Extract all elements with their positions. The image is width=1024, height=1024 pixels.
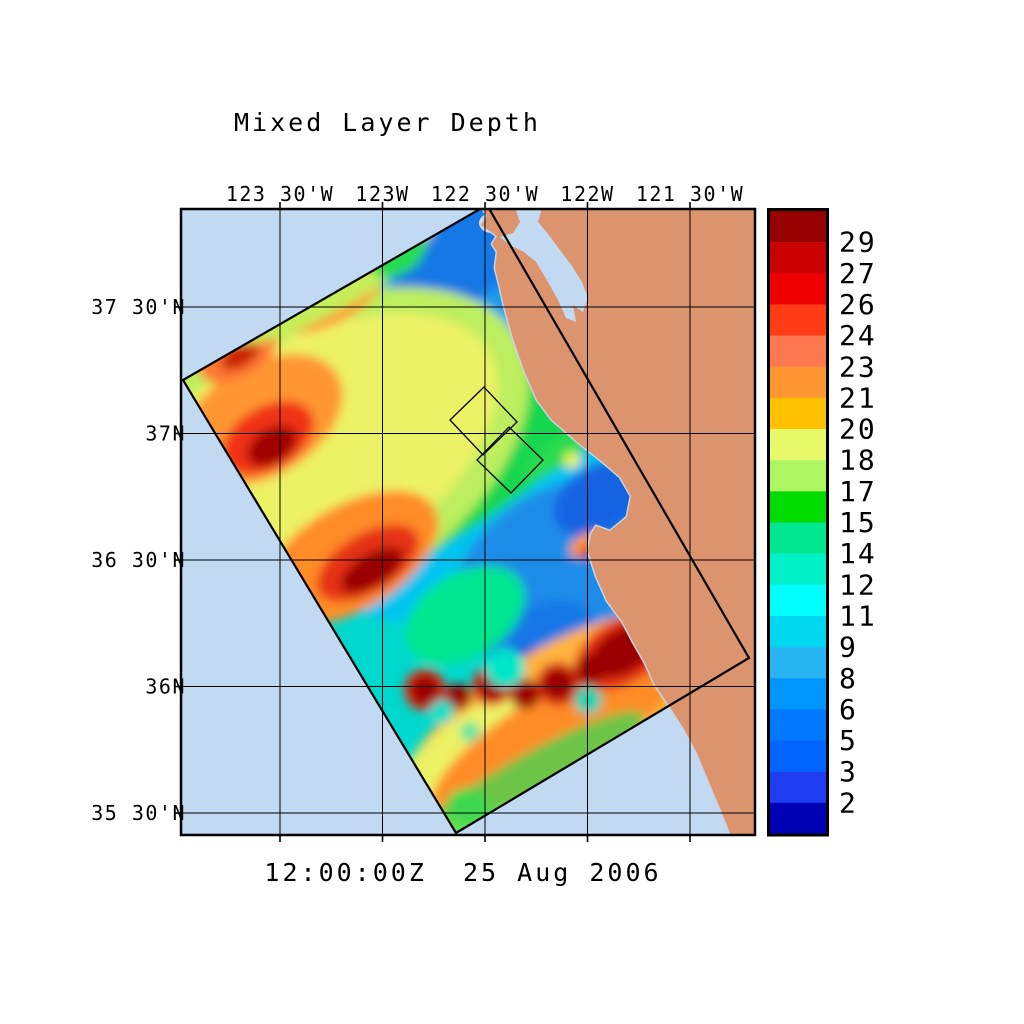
colorbar-tick-label: 27 — [839, 257, 877, 290]
diamond-box-2 — [476, 426, 544, 494]
colorbar-tick-label: 3 — [839, 755, 858, 788]
colorbar-segment — [770, 491, 826, 523]
colorbar-segment — [770, 771, 826, 804]
colorbar-segment — [770, 709, 826, 741]
colorbar-segment — [770, 304, 826, 336]
colorbar-tick-label: 2 — [839, 786, 858, 819]
colorbar-tick-label: 23 — [839, 350, 877, 383]
colorbar-tick-label: 12 — [839, 568, 877, 601]
colorbar-tick-label: 26 — [839, 288, 877, 321]
lon-tick-label: 122 30'W — [431, 182, 539, 206]
timestamp-label: 12:00:00Z 25 Aug 2006 — [264, 858, 661, 887]
map-frame — [179, 207, 757, 837]
lat-tick-label: 37 30'N — [91, 295, 186, 319]
colorbar-segment — [770, 211, 826, 243]
lat-tick-label: 37N — [145, 422, 186, 446]
diamond-box-1 — [449, 386, 518, 456]
land-region — [479, 209, 755, 835]
lon-tick-label: 122W — [560, 182, 614, 206]
colorbar-tick-label: 6 — [839, 693, 858, 726]
axis-ticks — [174, 202, 691, 842]
colorbar-tick-label: 9 — [839, 631, 858, 664]
colorbar-tick-label: 15 — [839, 506, 877, 539]
colorbar: 29 27 26 24 23 21 20 18 17 15 14 12 11 9… — [767, 208, 877, 837]
colorbar-tick-label: 17 — [839, 475, 877, 508]
chart-title: Mixed Layer Depth — [234, 108, 541, 137]
lon-tick-label: 121 30'W — [636, 182, 744, 206]
sf-bay-water — [500, 209, 588, 322]
colorbar-segment — [770, 647, 826, 679]
model-swath-outline — [181, 209, 751, 835]
lat-tick-label: 36N — [145, 675, 186, 699]
colorbar-tick-label: 24 — [839, 319, 877, 352]
colorbar-segment — [770, 584, 826, 617]
colorbar-tick-label: 8 — [839, 662, 858, 695]
lat-tick-label: 35 30'N — [91, 801, 186, 825]
lon-tick-label: 123W — [355, 182, 409, 206]
colorbar-segment — [770, 678, 826, 710]
colorbar-segment — [770, 740, 826, 772]
lon-tick-label: 123 30'W — [226, 182, 334, 206]
colorbar-segment — [770, 429, 826, 461]
colorbar-tick-label: 20 — [839, 413, 877, 446]
colorbar-segment — [770, 242, 826, 274]
colorbar-segment — [770, 397, 826, 430]
colorbar-segment — [770, 553, 826, 586]
colorbar-segment — [770, 522, 826, 554]
graticule — [181, 209, 755, 835]
colorbar-tick-label: 21 — [839, 381, 877, 414]
lat-tick-label: 36 30'N — [91, 548, 186, 572]
colorbar-tick-label: 14 — [839, 537, 877, 570]
colorbar-tick-label: 29 — [839, 226, 877, 259]
colorbar-segment — [770, 615, 826, 648]
colorbar-segment — [770, 802, 826, 834]
colorbar-segment — [770, 366, 826, 399]
colorbar-segment — [770, 335, 826, 367]
colorbar-border — [767, 208, 829, 837]
colorbar-segment — [770, 273, 826, 305]
colorbar-tick-label: 18 — [839, 444, 877, 477]
colorbar-tick-label: 11 — [839, 600, 877, 633]
colorbar-segment — [770, 460, 826, 492]
colorbar-tick-label: 5 — [839, 724, 858, 757]
